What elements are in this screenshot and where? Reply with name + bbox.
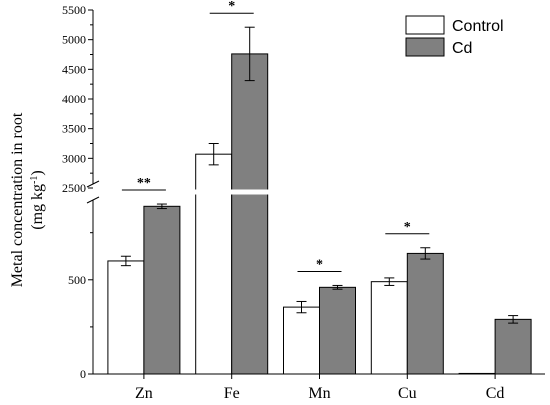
- y-tick-label: 2500: [62, 181, 86, 195]
- bar-cd-cu: [406, 252, 444, 375]
- x-tick-label-cd: Cd: [486, 385, 505, 402]
- legend-label: Control: [452, 18, 504, 35]
- y-tick-label: 0: [80, 367, 86, 381]
- y-tick-label: 3500: [62, 122, 86, 136]
- significance-markers: *****: [121, 0, 430, 272]
- bar-cd-mn: [319, 286, 356, 375]
- bar-cd-fe: [230, 53, 269, 375]
- y-tick-label: 5000: [62, 33, 86, 47]
- error-bar-cd-mn: [332, 284, 343, 290]
- bar-control-cu: [370, 281, 408, 375]
- y-ticks: 0 500 2500 3000 3500 4000 4500 5000 5500: [62, 3, 93, 381]
- significance-label: *: [228, 0, 235, 14]
- legend: Control Cd: [405, 15, 504, 57]
- x-tick-label-zn: Zn: [135, 385, 153, 402]
- legend-swatch: [405, 15, 445, 35]
- significance-cu: *: [385, 220, 430, 235]
- significance-label: **: [137, 176, 151, 191]
- y-tick-label: 5500: [62, 3, 86, 17]
- bar-control-zn: [107, 260, 145, 375]
- bar-control-zn: [107, 260, 145, 375]
- y-axis-label-line2: (mg kg-1): [29, 170, 47, 229]
- x-tick-labels: Zn Fe Mn Cu Cd: [135, 374, 504, 402]
- y-axis-unit-close: ): [29, 170, 46, 175]
- legend-label: Cd: [452, 40, 472, 57]
- error-bar-cd-cd: [508, 315, 519, 324]
- y-axis-label-group: Metal concentration in root (mg kg-1): [9, 112, 46, 287]
- legend-item-cd: Cd: [405, 37, 472, 57]
- x-tick-label-mn: Mn: [308, 385, 330, 402]
- bar-cd-cd: [494, 318, 532, 375]
- significance-label: *: [404, 220, 411, 235]
- bar-cd-cd: [494, 318, 532, 375]
- error-bar-control-zn: [120, 255, 131, 267]
- legend-swatch: [405, 37, 445, 57]
- x-tick-label-fe: Fe: [224, 385, 240, 402]
- axis-break-mark: [86, 196, 100, 204]
- legend-item-control: Control: [405, 15, 504, 35]
- bar-control-cd: [458, 372, 496, 375]
- significance-mn: *: [297, 257, 342, 272]
- y-tick-label: 500: [68, 273, 86, 287]
- significance-fe: *: [209, 0, 254, 14]
- bar-cd-zn: [143, 205, 181, 375]
- error-bar-cd-cu: [420, 247, 431, 260]
- bar-control-cd: [458, 372, 496, 375]
- bar-control-mn: [283, 306, 320, 375]
- axis-break-mark: [86, 180, 100, 188]
- y-axis-label: Metal concentration in root (mg kg-1): [9, 112, 46, 287]
- y-tick-label: 4500: [62, 62, 86, 76]
- bar-cd-mn: [319, 286, 356, 375]
- y-tick-label: 3000: [62, 151, 86, 165]
- error-bar-control-cu: [384, 277, 395, 286]
- bar-control-mn: [283, 306, 320, 375]
- bar-control-fe: [194, 153, 233, 375]
- bar-control-cu: [370, 281, 408, 375]
- error-bars: [120, 26, 519, 324]
- bar-cd-zn: [143, 205, 181, 375]
- error-bar-cd-zn: [156, 203, 167, 210]
- bars: [107, 53, 532, 375]
- error-bar-control-fe: [208, 143, 219, 166]
- bar-cd-fe-lower: [231, 193, 269, 375]
- bar-cd-cu: [406, 252, 444, 375]
- significance-label: *: [316, 257, 323, 272]
- y-axis-label-line1: Metal concentration in root: [9, 112, 26, 287]
- error-bar-control-mn: [296, 300, 307, 314]
- y-axis-unit: (mg kg: [29, 184, 46, 230]
- bar-control-fe-break-gap: [194, 189, 233, 195]
- x-tick-label-cu: Cu: [398, 385, 417, 402]
- y-tick-label: 4000: [62, 92, 86, 106]
- bar-control-fe-lower: [195, 193, 233, 375]
- bar-cd-fe-break-gap: [230, 189, 269, 195]
- error-bar-cd-fe: [244, 26, 255, 82]
- significance-zn: **: [121, 176, 166, 191]
- y-axis-unit-sup: -1: [29, 176, 40, 184]
